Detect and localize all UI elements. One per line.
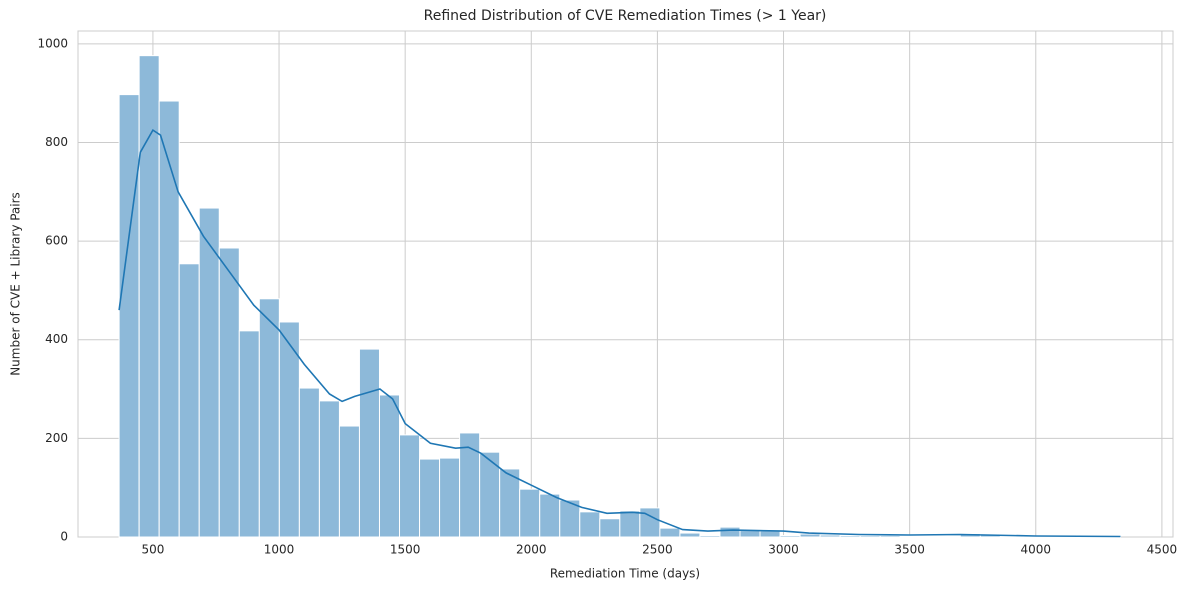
bar — [900, 536, 920, 537]
bar — [860, 536, 880, 537]
bar — [780, 536, 800, 537]
x-tick-label: 500 — [141, 543, 164, 557]
bar — [500, 469, 520, 537]
x-tick-label: 4000 — [1021, 543, 1052, 557]
bar — [580, 512, 600, 537]
bar — [800, 534, 820, 537]
bar — [840, 536, 860, 537]
x-tick-label: 3500 — [894, 543, 925, 557]
x-tick-label: 1000 — [264, 543, 295, 557]
bar — [319, 401, 339, 537]
bar — [139, 56, 159, 537]
bar — [620, 511, 640, 537]
bar — [880, 536, 900, 537]
bar — [520, 489, 540, 537]
bar — [420, 459, 440, 537]
x-tick-label: 4500 — [1147, 543, 1178, 557]
bar — [600, 519, 620, 537]
y-tick-label: 600 — [45, 234, 68, 248]
bar — [640, 508, 660, 537]
bar — [540, 494, 560, 537]
bar — [239, 331, 259, 537]
y-tick-label: 0 — [60, 530, 68, 544]
x-tick-label: 2000 — [516, 543, 547, 557]
bar — [299, 388, 319, 537]
bar — [760, 531, 780, 537]
bar — [680, 533, 700, 537]
bar — [199, 208, 219, 537]
y-axis-label: Number of CVE + Library Pairs — [9, 192, 23, 376]
y-tick-label: 1000 — [37, 36, 68, 50]
bar — [339, 426, 359, 537]
bar — [660, 528, 680, 537]
y-tick-label: 200 — [45, 431, 68, 445]
x-tick-label: 1500 — [390, 543, 421, 557]
bar — [820, 535, 840, 537]
bar — [259, 299, 279, 537]
bar — [359, 349, 379, 537]
bar — [700, 536, 720, 537]
bar — [379, 395, 399, 537]
bar — [119, 95, 139, 537]
bar — [440, 458, 460, 537]
x-axis-label: Remediation Time (days) — [550, 567, 700, 581]
y-tick-label: 800 — [45, 135, 68, 149]
bar — [740, 531, 760, 537]
y-tick-label: 400 — [45, 332, 68, 346]
x-tick-label: 2500 — [642, 543, 673, 557]
bar — [400, 435, 420, 537]
bar — [720, 527, 740, 537]
bar — [920, 536, 940, 537]
bar — [159, 101, 179, 537]
chart-title: Refined Distribution of CVE Remediation … — [424, 8, 827, 24]
bar — [940, 536, 960, 537]
x-tick-label: 3000 — [768, 543, 799, 557]
bar — [179, 264, 199, 537]
bar — [219, 248, 239, 537]
